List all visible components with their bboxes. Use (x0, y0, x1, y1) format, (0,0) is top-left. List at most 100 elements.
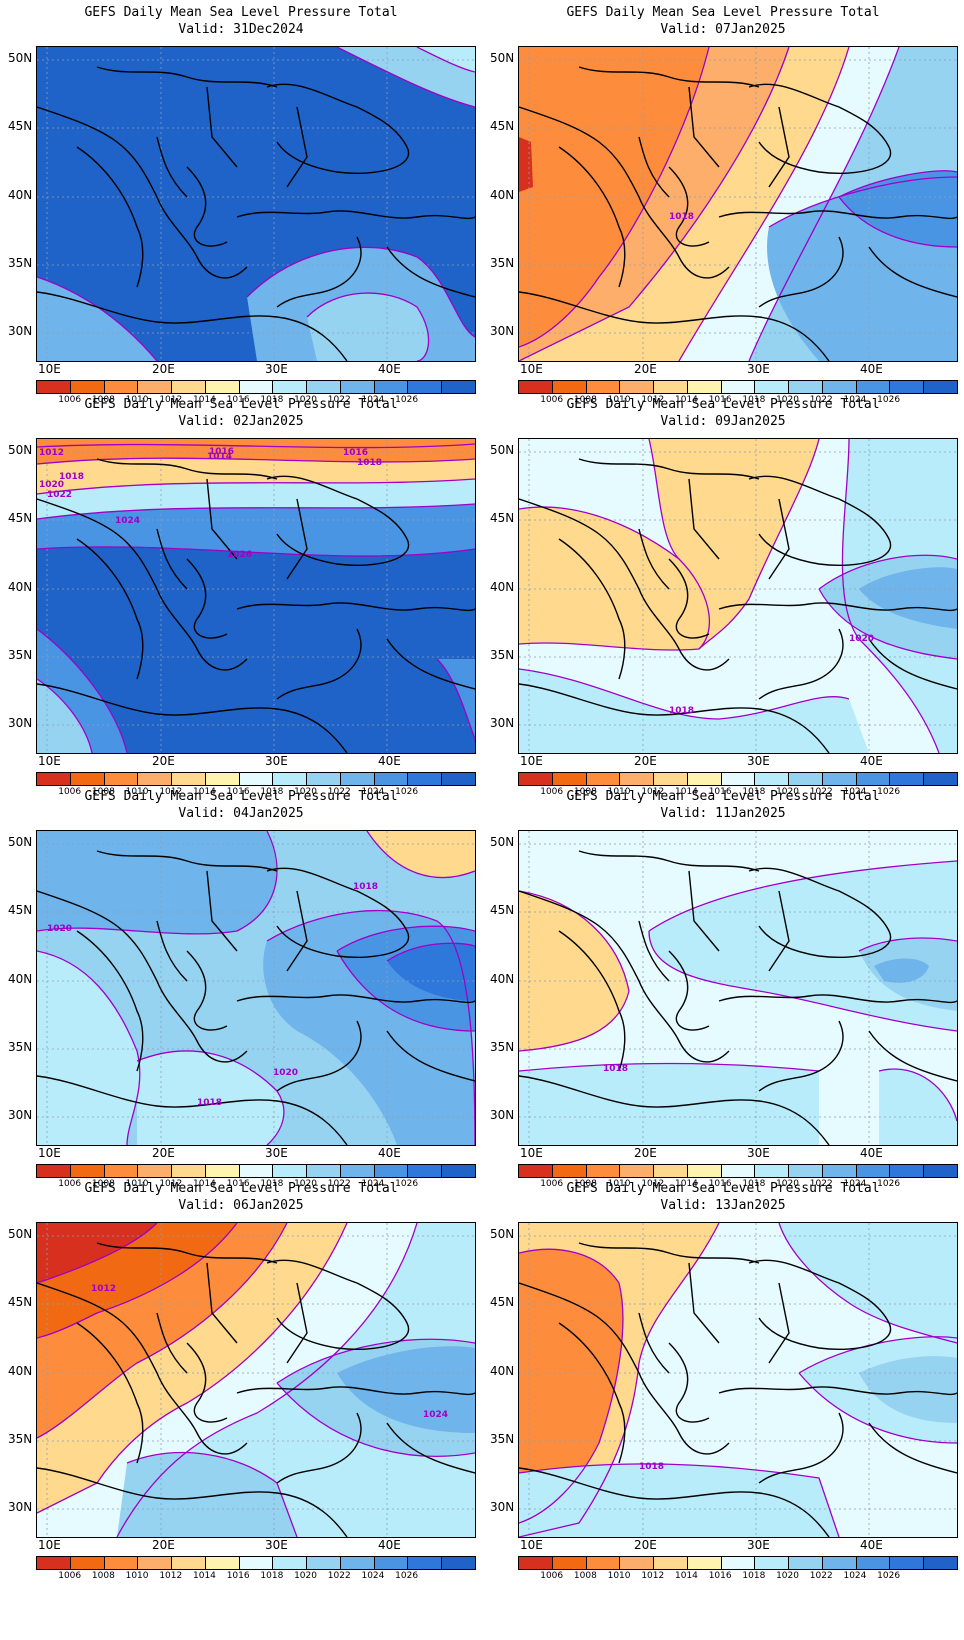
coastline (236, 602, 475, 612)
isobar-line (798, 1372, 957, 1444)
colorbar-swatch (205, 381, 240, 393)
colorbar-swatch (687, 381, 722, 393)
isobar-line (768, 176, 957, 228)
isobar-line (37, 276, 158, 361)
colorbar-label: 1018 (742, 395, 766, 405)
isobar-line (519, 1062, 820, 1072)
isobar-line (37, 478, 475, 495)
colorbar-swatch (104, 381, 139, 393)
colorbar-swatch (37, 381, 71, 393)
latitude-label: 40N (490, 972, 515, 986)
isobar-line (818, 554, 957, 590)
colorbar-swatch (789, 381, 823, 393)
coastline (186, 1342, 228, 1423)
coastline (748, 1259, 892, 1350)
isobar-line (841, 439, 940, 753)
isobar-label: 1014 (207, 452, 232, 462)
pressure-field-7 (387, 943, 475, 1001)
latitude-label: 30N (8, 1108, 33, 1122)
colorbar-swatch (172, 1557, 206, 1569)
colorbar-label: 1014 (193, 395, 216, 405)
pressure-field-2 (519, 47, 789, 361)
panel-valid-date: Valid: 11Jan2025 (660, 806, 786, 821)
colorbar-swatch (273, 381, 308, 393)
coastline (768, 106, 790, 188)
isobar-line (37, 443, 475, 449)
coastline (96, 458, 278, 480)
coastline (186, 558, 228, 639)
colorbar-swatch (924, 381, 957, 393)
colorbar-label: 1022 (809, 1179, 833, 1189)
latitude-label: 30N (490, 324, 515, 338)
latitude-label: 35N (8, 1040, 33, 1054)
colorbar-swatch (273, 773, 308, 785)
colorbar-swatch (755, 1557, 790, 1569)
pressure-map: 1012 1014 1016 1016 1018 1018 1020 1022 1024 1026 (36, 438, 476, 754)
pressure-field-5 (417, 47, 475, 72)
colorbar-label: 1022 (809, 787, 833, 797)
coastline (76, 1322, 144, 1464)
colorbar-swatch (172, 1165, 206, 1177)
coastline (748, 83, 892, 174)
colorbar-label: 1022 (327, 1179, 351, 1189)
coastline (76, 538, 144, 680)
colorbar-swatch (138, 1165, 173, 1177)
latitude-label: 45N (8, 119, 33, 133)
panel-valid-date: Valid: 07Jan2025 (660, 22, 786, 37)
latitude-label: 40N (490, 1364, 515, 1378)
colorbar-label: 1014 (675, 787, 698, 797)
coastline (206, 478, 238, 560)
colorbar-swatch (374, 1165, 409, 1177)
colorbar-swatch (687, 1165, 722, 1177)
pressure-field-5 (37, 1223, 417, 1537)
colorbar-swatch (822, 1165, 857, 1177)
longitude-label: 10E (520, 1538, 543, 1552)
isobar-line (519, 668, 850, 720)
isobar-line (136, 1050, 285, 1145)
isobar-line (366, 831, 475, 879)
colorbar-label: 1008 (91, 1571, 115, 1581)
panel-valid-date: Valid: 04Jan2025 (178, 806, 304, 821)
panel-title: GEFS Daily Mean Sea Level Pressure Total (84, 1181, 398, 1196)
coastline (206, 1262, 238, 1344)
colorbar-swatch (239, 381, 274, 393)
coastline (519, 291, 830, 361)
colorbar-swatch (374, 1557, 409, 1569)
isobar-line (519, 1248, 624, 1524)
colorbar-label: 1008 (573, 787, 597, 797)
isobar-line (37, 1223, 158, 1284)
colorbar-swatch (340, 1165, 375, 1177)
pressure-field-1 (37, 1223, 157, 1283)
longitude-label: 30E (265, 754, 288, 768)
coastline (638, 528, 670, 590)
colorbar-swatch (721, 1557, 756, 1569)
pressure-field-2 (519, 1249, 623, 1523)
colorbar-swatch (654, 1165, 688, 1177)
pressure-field-1 (519, 507, 710, 651)
longitude-label: 40E (378, 754, 401, 768)
pressure-field-2 (649, 861, 957, 1031)
latitude-label: 40N (490, 188, 515, 202)
panel-title: GEFS Daily Mean Sea Level Pressure Total (566, 397, 880, 412)
coastline (638, 1312, 670, 1374)
isobar-line (838, 196, 957, 248)
isobar-line (519, 890, 630, 1052)
colorbar-label: 1024 (361, 787, 385, 797)
coastline (266, 83, 410, 174)
colorbar-swatch (37, 773, 71, 785)
coastline (578, 458, 760, 480)
colorbar-swatch (104, 1557, 139, 1569)
longitude-label: 40E (860, 1146, 883, 1160)
coastline (96, 1242, 278, 1264)
pressure-field-4 (37, 504, 475, 557)
isobar-line (37, 950, 141, 1145)
colorbar (36, 380, 476, 394)
isobar-line (276, 1382, 475, 1457)
longitude-label: 10E (520, 754, 543, 768)
coastline (519, 683, 830, 753)
coastline (37, 683, 348, 753)
map-panel-p6: GEFS Daily Mean Sea Level Pressure Total… (482, 784, 964, 1194)
panel-valid-date: Valid: 06Jan2025 (178, 1198, 304, 1213)
coastline (236, 210, 475, 220)
coastline (37, 291, 348, 361)
